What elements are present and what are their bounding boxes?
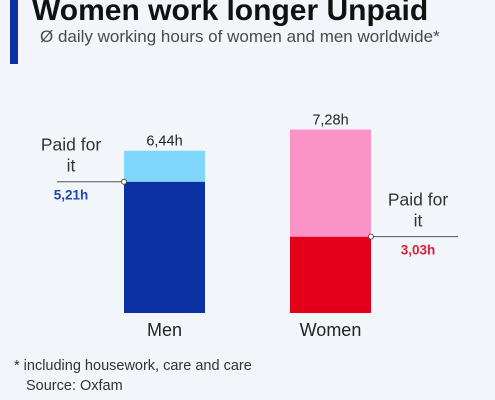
category-label-men: Men	[147, 320, 182, 340]
chart-title: Women work longer Unpaid	[32, 0, 429, 27]
bar-paid-men	[124, 181, 205, 313]
source-note: Source: Oxfam	[26, 378, 123, 394]
total-label-women: 7,28h	[312, 113, 348, 129]
paid-annotation-men: Paid for it	[41, 135, 101, 176]
chart-subtitle: Ø daily working hours of women and men w…	[40, 27, 440, 46]
paid-annotation-women: Paid for it	[388, 190, 448, 231]
paid-value-label-men: 5,21h	[54, 188, 89, 203]
bar-unpaid-men	[124, 150, 205, 182]
accent-bar	[10, 0, 18, 64]
bar-paid-women	[290, 236, 371, 313]
paid-leader-dot-women	[368, 233, 374, 240]
paid-leader-dot-men	[121, 178, 127, 185]
footnote: * including housework, care and care	[14, 358, 252, 374]
paid-value-label-women: 3,03h	[401, 243, 436, 258]
category-label-women: Women	[300, 320, 362, 340]
bar-unpaid-women	[290, 129, 371, 237]
total-label-men: 6,44h	[146, 134, 182, 150]
